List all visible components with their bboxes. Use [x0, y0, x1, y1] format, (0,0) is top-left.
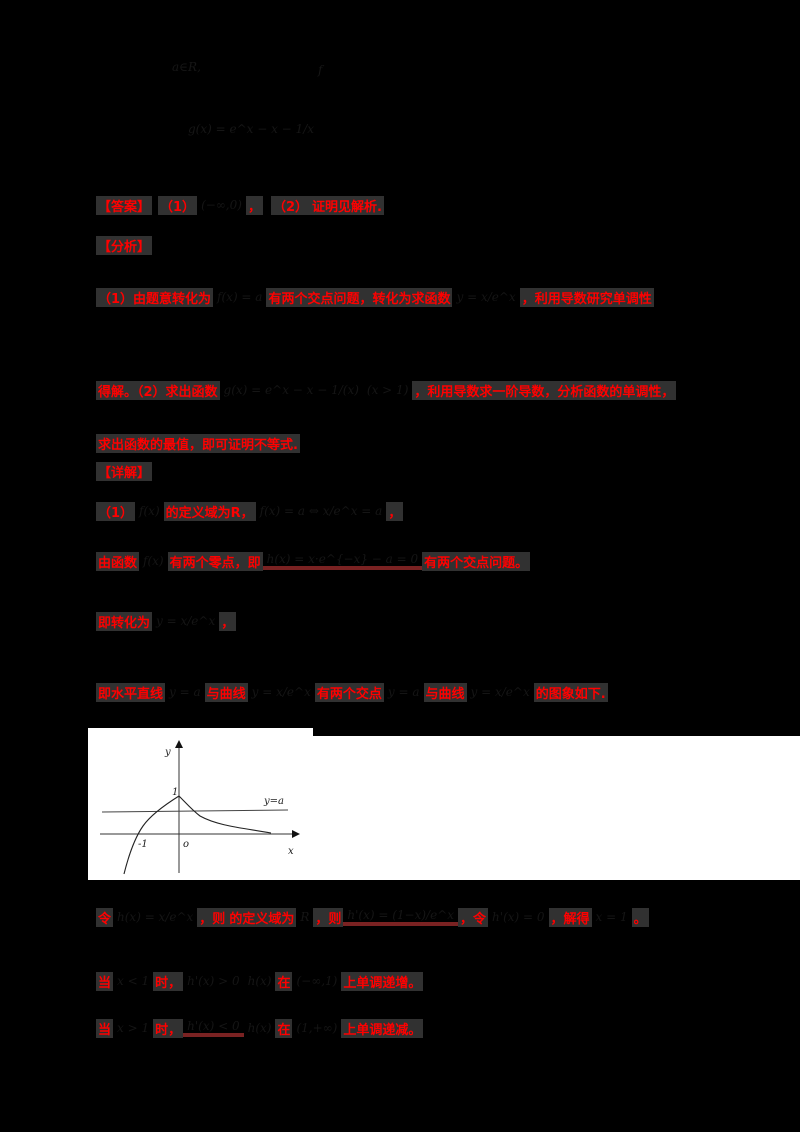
function-curve [123, 795, 272, 875]
analysis-text: 有两个交点问题，转化为求函数 [266, 287, 453, 307]
answer-part2-label: （2） [270, 195, 310, 215]
detail-label: 【详解】 [96, 461, 153, 481]
analysis-math: g(x) = e^x − x − 1/(x) [223, 383, 359, 397]
analysis-label: 【分析】 [96, 235, 153, 255]
x-tick-minus-1: -1 [138, 839, 148, 850]
problem-function-name: f [318, 63, 323, 77]
detail-math: f(x) [139, 504, 160, 518]
conclusion-text: 时， [153, 971, 184, 991]
detail-math: y = x/e^x [156, 614, 216, 628]
conclusion-line-2: 当 x < 1 时， h'(x) > 0 h(x) 在 (−∞,1) 上单调递增… [96, 970, 424, 992]
problem-math-fragment: f [318, 63, 322, 77]
conclusion-math: R [300, 910, 310, 924]
conclusion-text: 当 [96, 1018, 114, 1038]
answer-part1-label: （1） [158, 195, 198, 215]
y-tick-1: 1 [172, 787, 178, 798]
analysis-text: 求出函数的最值，即可证明不等式. [96, 433, 300, 453]
conclusion-text: ，则 [197, 907, 228, 927]
conclusion-line-3: 当 x > 1 时， h'(x) < 0 h(x) 在 (1,+∞) 上单调递减… [96, 1017, 424, 1039]
detail-math: f(x) = a ⇔ x/e^x = a [259, 504, 383, 518]
detail-heading: 【详解】 [96, 460, 153, 482]
analysis-math: f(x) = a [217, 290, 263, 304]
conclusion-text: 上单调递增。 [341, 971, 424, 991]
detail-text: 有两个交点问题。 [422, 551, 531, 571]
analysis-heading: 【分析】 [96, 234, 153, 256]
detail-math: f(x) [143, 554, 164, 568]
y-axis-label: y [164, 747, 171, 758]
conclusion-math: h'(x) = 0 [492, 910, 545, 924]
answer-part2-text: 证明见解析. [310, 195, 384, 215]
conclusion-math: h'(x) = (1−x)/e^x [343, 908, 459, 926]
conclusion-text: 时， [153, 1018, 184, 1038]
graph-panel [88, 728, 313, 880]
conclusion-text: 令 [96, 907, 114, 927]
detail-math: y = a [169, 685, 201, 699]
function-graph: y x o 1 -1 y=a [88, 728, 318, 880]
conclusion-text: ，令 [458, 907, 489, 927]
analysis-text: ，利用导数研究单调性 [519, 287, 654, 307]
conclusion-math: x > 1 [117, 1021, 150, 1035]
answer-part1-math: (−∞,0) [201, 198, 242, 212]
detail-text: 即水平直线 [96, 682, 166, 702]
detail-text: ， [219, 611, 237, 631]
conclusion-text: 的定义域为 [227, 907, 297, 927]
conclusion-line-1: 令 h(x) = x/e^x ，则 的定义域为 R ，则 h'(x) = (1−… [96, 906, 649, 928]
x-axis-label: x [288, 846, 294, 857]
analysis-math: y = x/e^x [456, 290, 516, 304]
problem-function-g: g(x) = e^x − x − 1/x [188, 122, 314, 136]
answer-line: 【答案】 （1） (−∞,0) ， （2） 证明见解析. [96, 194, 384, 216]
conclusion-math: h(x) [247, 1021, 272, 1035]
conclusion-math: (1,+∞) [296, 1021, 338, 1035]
detail-text: ， [386, 501, 404, 521]
problem-math-line-1: a∈R, [172, 60, 201, 74]
conclusion-math: h'(x) > 0 [187, 974, 240, 988]
detail-text: 即转化为 [96, 611, 153, 631]
analysis-line-3: 求出函数的最值，即可证明不等式. [96, 432, 300, 454]
analysis-text: ，利用导数求一阶导数，分析函数的单调性， [412, 380, 677, 400]
detail-line-1: （1） f(x) 的定义域为R， f(x) = a ⇔ x/e^x = a ， [96, 500, 404, 522]
line-label-y-a: y=a [263, 796, 284, 807]
conclusion-text: 当 [96, 971, 114, 991]
detail-text: 的定义域为R， [163, 501, 256, 521]
detail-line-2: 由函数 f(x) 有两个零点，即 h(x) = x·e^{−x} − a = 0… [96, 550, 531, 572]
conclusion-math: h(x) [247, 974, 272, 988]
problem-condition: a∈R, [172, 60, 201, 74]
analysis-text: 得解。（2）求出函数 [96, 380, 220, 400]
graph-svg: y x o 1 -1 y=a [100, 740, 300, 875]
conclusion-math: x < 1 [117, 974, 150, 988]
conclusion-text: 在 [275, 971, 293, 991]
conclusion-math: h'(x) < 0 [183, 1019, 244, 1037]
analysis-math: (x > 1) [366, 383, 409, 397]
analysis-text: （1）由题意转化为 [96, 287, 214, 307]
detail-text: 有两个交点 [314, 682, 384, 702]
conclusion-math: h(x) = x/e^x [117, 910, 194, 924]
conclusion-math: x = 1 [595, 910, 628, 924]
origin-label: o [183, 839, 189, 850]
detail-math: h(x) = x·e^{−x} − a = 0 [262, 552, 423, 570]
conclusion-text: ，则 [313, 907, 344, 927]
horizontal-line-y-a [101, 809, 289, 813]
conclusion-text: 。 [631, 907, 649, 927]
detail-line-3: 即转化为 y = x/e^x ， [96, 610, 237, 632]
detail-text: 与曲线 [204, 682, 248, 702]
detail-text: 由函数 [96, 551, 140, 571]
detail-math: y = a [387, 685, 420, 699]
detail-line-4: 即水平直线 y = a 与曲线 y = x/e^x 有两个交点 y = a 与曲… [96, 681, 608, 703]
detail-math: y = x/e^x [470, 685, 530, 699]
detail-text: 的图象如下. [533, 682, 608, 702]
graph-panel-extension [312, 736, 800, 880]
problem-math-line-2: g(x) = e^x − x − 1/x [188, 122, 314, 136]
detail-text: （1） [96, 501, 136, 521]
answer-comma: ， [245, 195, 263, 215]
detail-text: 与曲线 [423, 682, 467, 702]
conclusion-text: 上单调递减。 [341, 1018, 424, 1038]
detail-text: 有两个零点，即 [167, 551, 263, 571]
detail-math: y = x/e^x [251, 685, 311, 699]
conclusion-text: 在 [275, 1018, 293, 1038]
analysis-line-2: 得解。（2）求出函数 g(x) = e^x − x − 1/(x) (x > 1… [96, 379, 677, 401]
answer-label: 【答案】 [96, 195, 153, 215]
analysis-line-1: （1）由题意转化为 f(x) = a 有两个交点问题，转化为求函数 y = x/… [96, 286, 654, 308]
conclusion-text: ，解得 [548, 907, 592, 927]
conclusion-math: (−∞,1) [296, 974, 338, 988]
